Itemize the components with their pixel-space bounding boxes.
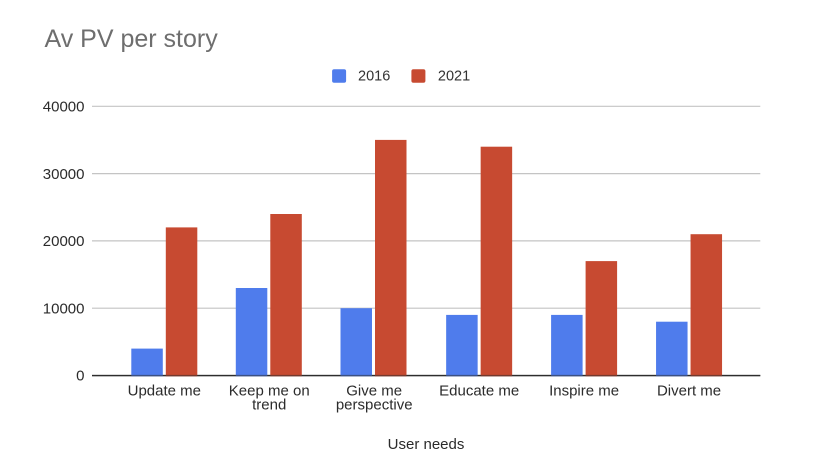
svg-text:20000: 20000 [43,233,85,250]
svg-text:Educate me: Educate me [439,382,519,399]
svg-text:perspective: perspective [336,397,413,414]
svg-text:30000: 30000 [43,166,85,183]
svg-text:2016: 2016 [358,68,390,84]
svg-text:Divert me: Divert me [657,382,721,399]
svg-text:Keep me on: Keep me on [229,382,310,399]
svg-text:0: 0 [76,368,84,385]
svg-text:trend: trend [252,397,286,414]
svg-text:2021: 2021 [438,68,470,84]
svg-text:10000: 10000 [43,300,85,317]
svg-text:40000: 40000 [43,99,85,116]
svg-text:Give me: Give me [346,382,402,399]
svg-text:Inspire me: Inspire me [549,382,619,399]
svg-text:Av PV per story: Av PV per story [45,25,219,53]
svg-text:User needs: User needs [388,436,465,453]
svg-text:Update me: Update me [128,382,201,399]
